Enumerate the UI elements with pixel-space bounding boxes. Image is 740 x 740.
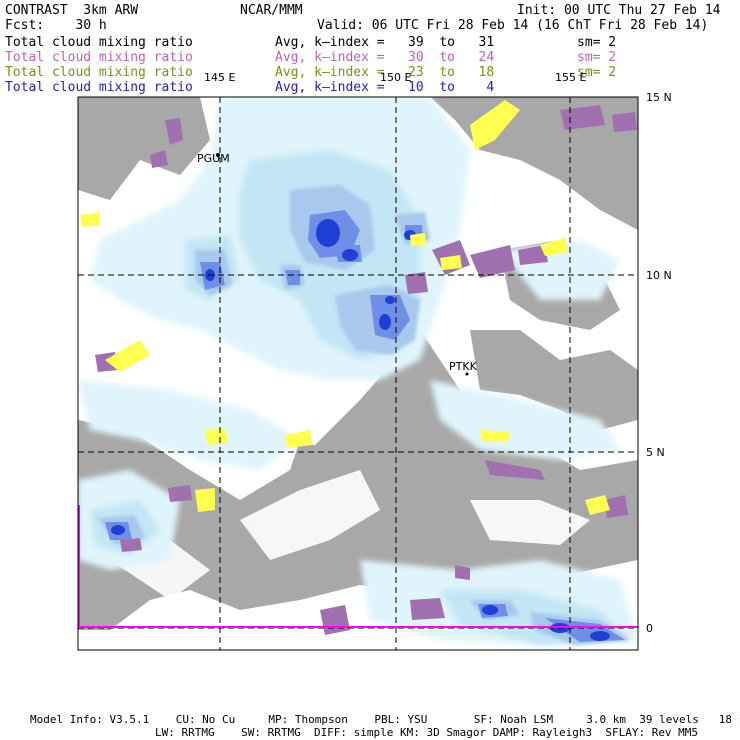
blue-cloud xyxy=(105,210,625,642)
legend-range: Avg, k–index = 23 to 18 xyxy=(275,65,495,80)
lon-label: 145 E xyxy=(204,71,235,84)
legend-sm: sm= 2 xyxy=(577,50,617,65)
station-label-ptkk: PTKK xyxy=(449,360,478,373)
legend-sm: sm= 2 xyxy=(577,35,617,50)
model-title: CONTRAST 3km ARW xyxy=(5,3,139,18)
legend-label: Total cloud mixing ratio xyxy=(5,35,193,50)
graticule xyxy=(78,97,638,650)
station-marker-ptkk xyxy=(465,372,469,376)
legend-sm: sm= 2 xyxy=(577,65,617,80)
organization: NCAR/MMM xyxy=(240,3,303,18)
init-time: Init: 00 UTC Thu 27 Feb 14 xyxy=(517,3,721,18)
lat-label: 5 N xyxy=(646,446,665,459)
legend-range: Avg, k–index = 30 to 24 xyxy=(275,50,495,65)
domain-boundary xyxy=(78,505,638,628)
forecast-hour: Fcst: 30 h xyxy=(5,18,107,33)
dark-blue-cloud-cores xyxy=(111,219,610,641)
light-cyan-cloud xyxy=(78,97,638,645)
model-info-line-2: LW: RRTMG SW: RRTMG DIFF: simple KM: 3D … xyxy=(155,726,699,739)
legend-label: Total cloud mixing ratio xyxy=(5,50,193,65)
legend-range: Avg, k–index = 39 to 31 xyxy=(275,35,495,50)
valid-time: Valid: 06 UTC Fri 28 Feb 14 (16 ChT Fri … xyxy=(317,18,709,33)
lat-label: 15 N xyxy=(646,91,672,104)
gray-cloud-layer xyxy=(78,97,638,630)
station-marker-pgum xyxy=(216,153,220,157)
clear-sky-patches xyxy=(110,290,590,600)
legend-range: Avg, k–index = 10 to 4 xyxy=(275,80,495,95)
lat-label: 0 xyxy=(646,622,653,635)
legend-label: Total cloud mixing ratio xyxy=(5,80,193,95)
model-info-line-1: Model Info: V3.5.1 CU: No Cu MP: Thompso… xyxy=(30,713,740,726)
purple-cloud-patches xyxy=(95,105,637,635)
station-label-pgum: PGUM xyxy=(197,152,230,165)
map-frame xyxy=(77,96,639,651)
lat-label: 10 N xyxy=(646,269,672,282)
map-field xyxy=(78,97,638,650)
legend-label: Total cloud mixing ratio xyxy=(5,65,193,80)
cyan-cloud xyxy=(90,150,630,645)
yellow-cloud-patches xyxy=(80,100,610,515)
light-blue-cloud xyxy=(98,185,630,645)
